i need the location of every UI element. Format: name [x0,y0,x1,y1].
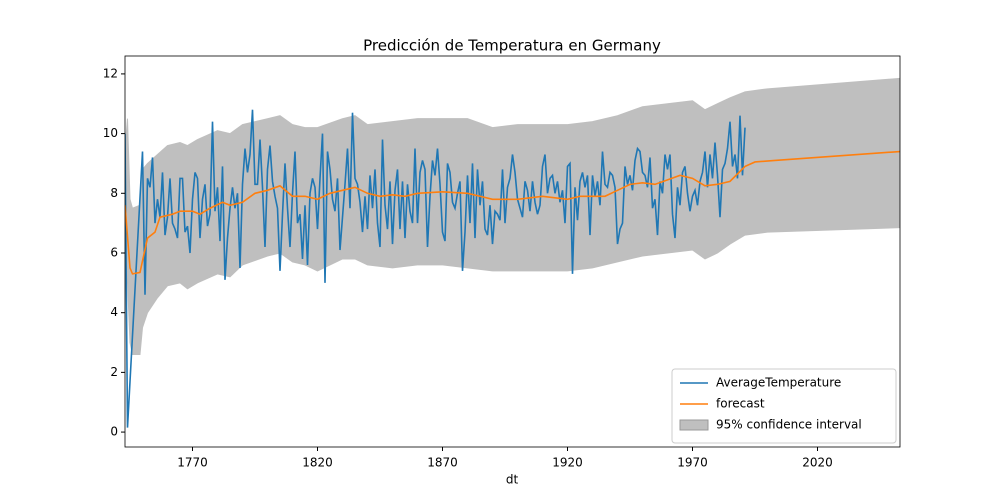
legend-swatch [679,419,709,431]
series-line [125,150,900,275]
legend-label: AverageTemperature [716,376,841,390]
y-tick-label: 8 [110,186,118,200]
confidence-band [125,77,900,355]
x-tick-label: 1870 [427,456,458,470]
legend-label: forecast [716,397,765,411]
plot-area [125,77,900,428]
y-tick-label: 12 [103,66,118,80]
x-tick-label: 1970 [677,456,708,470]
x-axis-label: dt [506,473,519,487]
x-tick-label: 1770 [177,456,208,470]
y-tick-label: 0 [110,425,118,439]
legend-box [671,368,897,444]
y-tick-label: 10 [103,126,118,140]
axes-frame [124,55,901,448]
y-tick-label: 2 [110,365,118,379]
x-tick-label: 2020 [802,456,833,470]
series-line [125,109,746,428]
chart-title: Predicción de Temperatura en Germany [363,37,661,55]
y-tick-label: 4 [110,305,118,319]
y-tick-label: 6 [110,245,118,259]
x-tick-label: 1820 [302,456,333,470]
legend-label: 95% confidence interval [716,418,862,432]
x-tick-label: 1920 [552,456,583,470]
